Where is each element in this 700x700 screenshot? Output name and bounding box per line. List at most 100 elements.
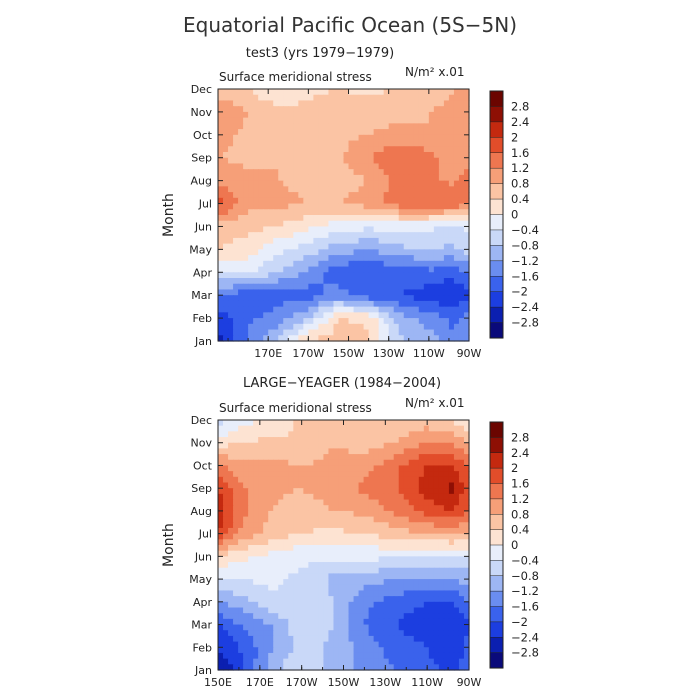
heatmap-cell (228, 100, 234, 107)
heatmap-cell (433, 584, 440, 592)
heatmap-cell (343, 295, 350, 302)
heatmap-cell (298, 278, 304, 285)
heatmap-cell (353, 533, 360, 540)
heatmap-cell (278, 510, 284, 518)
heatmap-cell (223, 499, 229, 506)
heatmap-cell (258, 556, 264, 563)
heatmap-cell (448, 658, 455, 665)
heatmap-cell (343, 306, 350, 313)
heatmap-cell (308, 505, 314, 512)
heatmap-cell (413, 323, 420, 331)
heatmap-cell (253, 134, 259, 142)
heatmap-cell (398, 335, 405, 342)
heatmap-cell (353, 89, 360, 96)
heatmap-cell (383, 488, 390, 495)
heatmap-cell (398, 584, 405, 592)
heatmap-cell (373, 613, 380, 620)
heatmap-cell (333, 237, 340, 245)
heatmap-cell (388, 209, 395, 216)
heatmap-cell (228, 197, 234, 205)
heatmap-cell (398, 111, 405, 119)
y-tick-label: Mar (191, 619, 212, 632)
heatmap-cell (273, 607, 279, 614)
heatmap-cell (433, 652, 440, 660)
heatmap-cell (458, 488, 465, 495)
heatmap-cell (313, 482, 319, 489)
heatmap-cell (418, 283, 425, 291)
heatmap-cell (233, 89, 239, 96)
heatmap-cell (418, 652, 425, 660)
heatmap-cell (323, 209, 330, 216)
heatmap-cell (358, 493, 365, 501)
heatmap-cell (343, 94, 350, 102)
heatmap-cell (358, 249, 365, 256)
heatmap-cell (253, 505, 259, 512)
heatmap-cell (398, 249, 405, 256)
heatmap-cell (233, 169, 239, 176)
heatmap-cell (413, 318, 420, 325)
heatmap-cell (418, 664, 425, 671)
heatmap-cell (338, 516, 345, 523)
heatmap-cell (303, 203, 309, 210)
heatmap-cell (218, 459, 224, 467)
heatmap-cell (458, 658, 465, 665)
heatmap-cell (243, 499, 249, 506)
heatmap-cell (333, 567, 340, 575)
heatmap-cell (283, 129, 289, 136)
heatmap-cell (293, 318, 299, 325)
heatmap-cell (258, 123, 264, 130)
heatmap-cell (408, 647, 415, 654)
heatmap-cell (253, 220, 259, 228)
heatmap-cell (383, 129, 390, 136)
heatmap-cell (443, 647, 450, 654)
y-tick-label: Sep (191, 482, 212, 495)
heatmap-cell (318, 106, 325, 113)
heatmap-cell (418, 323, 425, 331)
heatmap-cell (403, 556, 410, 563)
heatmap-cell (323, 243, 330, 250)
heatmap-cell (223, 215, 229, 222)
heatmap-cell (408, 89, 415, 96)
heatmap-cell (358, 169, 365, 176)
heatmap-cell (338, 442, 345, 450)
heatmap-cell (218, 203, 224, 210)
heatmap-cell (278, 329, 284, 336)
heatmap-cell (228, 306, 234, 313)
heatmap-cell (273, 465, 279, 472)
heatmap-cell (403, 613, 410, 620)
heatmap-cell (263, 562, 269, 569)
heatmap-cell (288, 476, 294, 484)
heatmap-cell (448, 613, 455, 620)
heatmap-cell (343, 226, 350, 233)
heatmap-cell (253, 527, 259, 535)
heatmap-cell (388, 249, 395, 256)
heatmap-cell (373, 522, 380, 529)
heatmap-cell (243, 601, 249, 609)
heatmap-cell (433, 471, 440, 478)
heatmap-cell (233, 100, 239, 107)
heatmap-cell (223, 476, 229, 484)
heatmap-cell (238, 562, 244, 569)
heatmap-cell (368, 289, 375, 296)
heatmap-cell (238, 556, 244, 563)
heatmap-cell (353, 174, 360, 182)
heatmap-cell (283, 431, 289, 438)
heatmap-cell (338, 174, 345, 182)
heatmap-cell (413, 442, 420, 450)
heatmap-cell (448, 232, 455, 239)
heatmap-cell (283, 516, 289, 523)
heatmap-cell (348, 312, 355, 319)
heatmap-cell (433, 220, 440, 228)
heatmap-cell (463, 641, 470, 648)
heatmap-cell (428, 163, 435, 170)
heatmap-cell (378, 505, 385, 512)
heatmap-cell (338, 255, 345, 262)
heatmap-cell (333, 488, 340, 495)
heatmap-cell (283, 459, 289, 467)
heatmap-cell (398, 567, 405, 575)
heatmap-cell (263, 117, 269, 124)
heatmap-cell (453, 442, 460, 450)
colorbar-label: −2.4 (511, 300, 539, 314)
heatmap-cell (273, 318, 279, 325)
heatmap-cell (363, 295, 370, 302)
